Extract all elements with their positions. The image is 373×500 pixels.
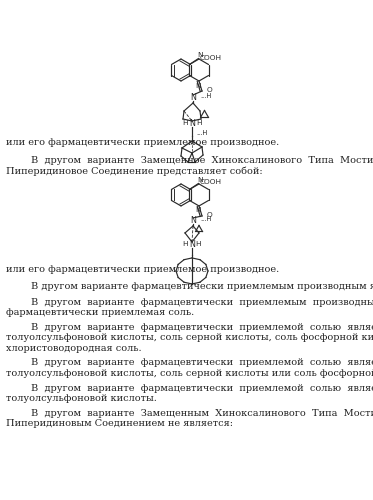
Text: H: H: [182, 120, 188, 126]
Text: H: H: [195, 241, 201, 247]
Text: ...H: ...H: [196, 130, 207, 136]
Text: N: N: [197, 177, 202, 183]
Text: N: N: [190, 94, 196, 102]
Text: В другом варианте фармацевтически приемлемым производным является гидрат.: В другом варианте фармацевтически приемл…: [6, 282, 373, 291]
Text: O: O: [207, 87, 213, 93]
Text: O: O: [207, 212, 213, 218]
Text: фармацевтически приемлемая соль.: фармацевтически приемлемая соль.: [6, 308, 194, 317]
Text: В  другом  варианте  Замещенным  Хиноксалинового  Типа  Мостиковым: В другом варианте Замещенным Хиноксалино…: [6, 409, 373, 418]
Text: ...H: ...H: [200, 93, 211, 99]
Text: В  другом  варианте  Замещенное  Хиноксалинового  Типа  Мостиковое: В другом варианте Замещенное Хиноксалино…: [6, 156, 373, 165]
Text: COOH: COOH: [200, 180, 222, 186]
Text: В  другом  варианте  фармацевтически  приемлемым  производным  является: В другом варианте фармацевтически приемл…: [6, 298, 373, 306]
Text: В  другом  варианте  фармацевтически  приемлемой  солью  является  соль  р-: В другом варианте фармацевтически приемл…: [6, 322, 373, 332]
Text: В  другом  варианте  фармацевтически  приемлемой  солью  является  соль  р-: В другом варианте фармацевтически приемл…: [6, 358, 373, 368]
Text: N: N: [190, 216, 196, 226]
Text: или его фармацевтически приемлемое производное.: или его фармацевтически приемлемое произ…: [6, 138, 279, 147]
Text: N: N: [195, 208, 201, 214]
Text: В  другом  варианте  фармацевтически  приемлемой  солью  является  соль  р-: В другом варианте фармацевтически приемл…: [6, 384, 373, 392]
Text: N: N: [189, 240, 195, 250]
Text: N: N: [195, 82, 201, 88]
Text: N: N: [197, 52, 202, 58]
Text: Пиперидиновое Соединение представляет собой:: Пиперидиновое Соединение представляет со…: [6, 166, 263, 176]
Text: толуолсульфоновой кислоты, соль серной кислоты, соль фосфорной кислоты или: толуолсульфоновой кислоты, соль серной к…: [6, 333, 373, 342]
Text: толуолсульфоновой кислоты.: толуолсульфоновой кислоты.: [6, 394, 157, 403]
Text: COOH: COOH: [200, 54, 222, 60]
Text: хлористоводородная соль.: хлористоводородная соль.: [6, 344, 142, 352]
Text: Пиперидиновым Соединением не является:: Пиперидиновым Соединением не является:: [6, 420, 233, 428]
Text: N: N: [189, 120, 195, 128]
Text: ...H: ...H: [200, 216, 211, 222]
Text: или его фармацевтически приемлемое производное.: или его фармацевтически приемлемое произ…: [6, 265, 279, 274]
Text: H: H: [196, 120, 202, 126]
Text: толуолсульфоновой кислоты, соль серной кислоты или соль фосфорной кислоты.: толуолсульфоновой кислоты, соль серной к…: [6, 369, 373, 378]
Text: H: H: [182, 241, 188, 247]
